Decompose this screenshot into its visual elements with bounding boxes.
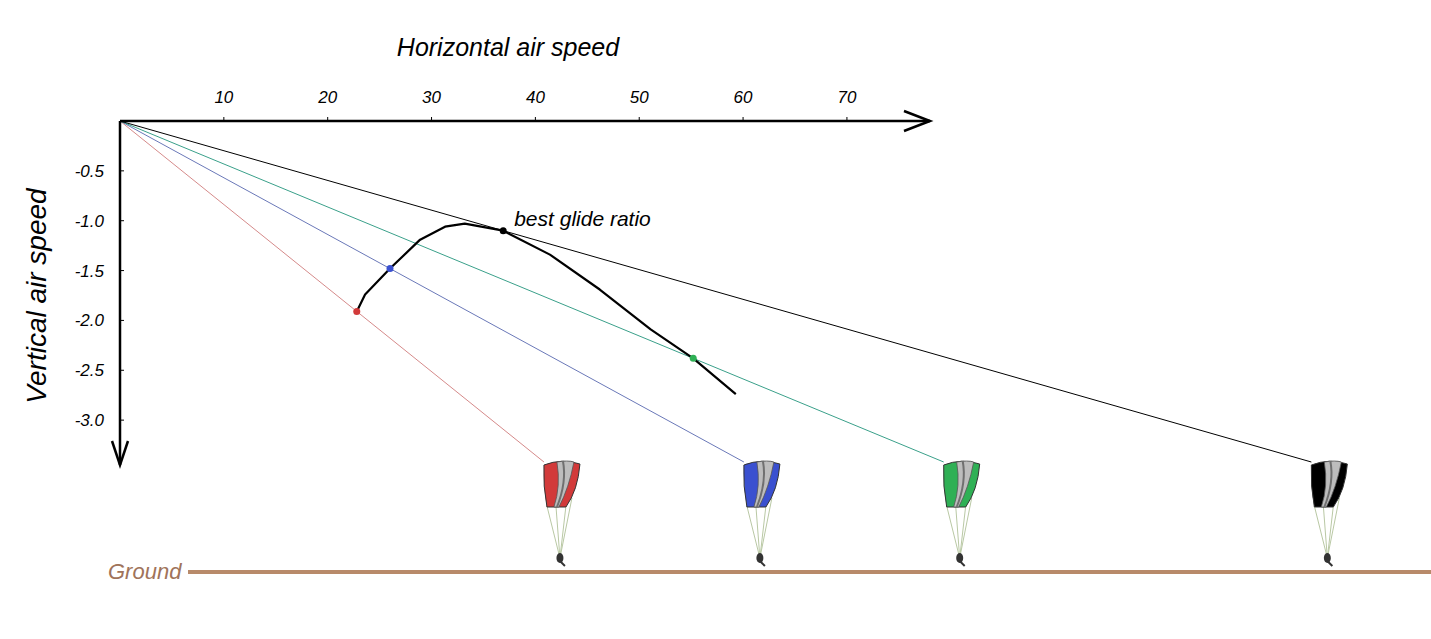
pilot-legs — [1327, 561, 1332, 566]
chart: 10 20 30 40 50 60 70 -0.5 -1.0 -1.5 -2.0 -2.5 -3.0 Ho… — [0, 0, 1431, 639]
canopy — [1311, 461, 1347, 507]
y-tick — [120, 220, 124, 221]
suspension-line — [1323, 506, 1327, 558]
y-tick-label: -0.5 — [75, 162, 105, 181]
ground-line — [188, 570, 1431, 574]
pilot-legs — [760, 561, 765, 566]
canopy — [943, 461, 979, 507]
y-tick — [120, 420, 124, 421]
canopy-stripe — [1321, 461, 1341, 507]
canopy-stripe — [954, 461, 974, 507]
canopy — [744, 461, 780, 507]
x-tick — [535, 117, 536, 121]
glide-point — [353, 308, 360, 315]
suspension-line — [556, 506, 560, 558]
y-tick-label: -2.0 — [75, 311, 105, 330]
glide-line — [120, 121, 944, 462]
x-tick — [639, 117, 640, 121]
glide-line — [120, 121, 544, 462]
y-tick-label: -1.5 — [75, 262, 105, 281]
paraglider — [1311, 461, 1347, 566]
paraglider — [544, 461, 580, 566]
y-axis-title: Vertical air speed — [21, 187, 52, 404]
pilot-legs — [960, 561, 965, 566]
y-tick — [120, 270, 124, 271]
y-axis-arrow — [112, 441, 128, 465]
x-tick-label: 10 — [214, 88, 233, 107]
x-tick — [743, 117, 744, 121]
suspension-line — [1314, 506, 1327, 558]
paraglider — [943, 461, 979, 566]
canopy-stripe — [957, 461, 964, 507]
x-tick-label: 20 — [317, 88, 337, 107]
x-axis-arrow — [904, 111, 930, 131]
y-tick-label: -2.5 — [75, 361, 105, 380]
x-tick — [327, 117, 328, 121]
canopy-stripe — [754, 461, 774, 507]
suspension-line — [547, 506, 560, 558]
x-tick-label: 60 — [734, 88, 753, 107]
suspension-line — [747, 506, 760, 558]
canopy — [544, 461, 580, 507]
y-tick-label: -3.0 — [75, 411, 105, 430]
x-tick — [223, 117, 224, 121]
suspension-line — [956, 506, 960, 558]
x-tick-label: 30 — [422, 88, 441, 107]
ground-label: Ground — [108, 559, 182, 584]
suspension-line — [756, 506, 760, 558]
x-axis-title: Horizontal air speed — [397, 33, 620, 61]
canopy-stripe — [757, 461, 764, 507]
glide-point — [500, 227, 507, 234]
x-tick-label: 70 — [837, 88, 856, 107]
x-tick-label: 50 — [630, 88, 649, 107]
y-axis — [119, 121, 122, 465]
annotation: best glide ratio — [514, 207, 651, 230]
x-tick — [431, 117, 432, 121]
suspension-line — [947, 506, 960, 558]
canopy-stripe — [557, 461, 564, 507]
pilot-legs — [560, 561, 565, 566]
glide-point — [387, 265, 394, 272]
paraglider — [744, 461, 780, 566]
plot-area — [353, 224, 736, 395]
polar-curve — [357, 224, 736, 395]
y-tick-label: -1.0 — [75, 212, 105, 231]
y-tick — [120, 320, 124, 321]
x-tick-label: 40 — [526, 88, 545, 107]
y-tick — [120, 370, 124, 371]
x-tick — [846, 117, 847, 121]
glide-line — [120, 121, 744, 462]
x-axis — [120, 120, 930, 123]
canopy-stripe — [554, 461, 574, 507]
glide-line — [120, 121, 1311, 462]
canopy-stripe — [1324, 461, 1331, 507]
glide-point — [690, 355, 697, 362]
y-tick — [120, 170, 124, 171]
